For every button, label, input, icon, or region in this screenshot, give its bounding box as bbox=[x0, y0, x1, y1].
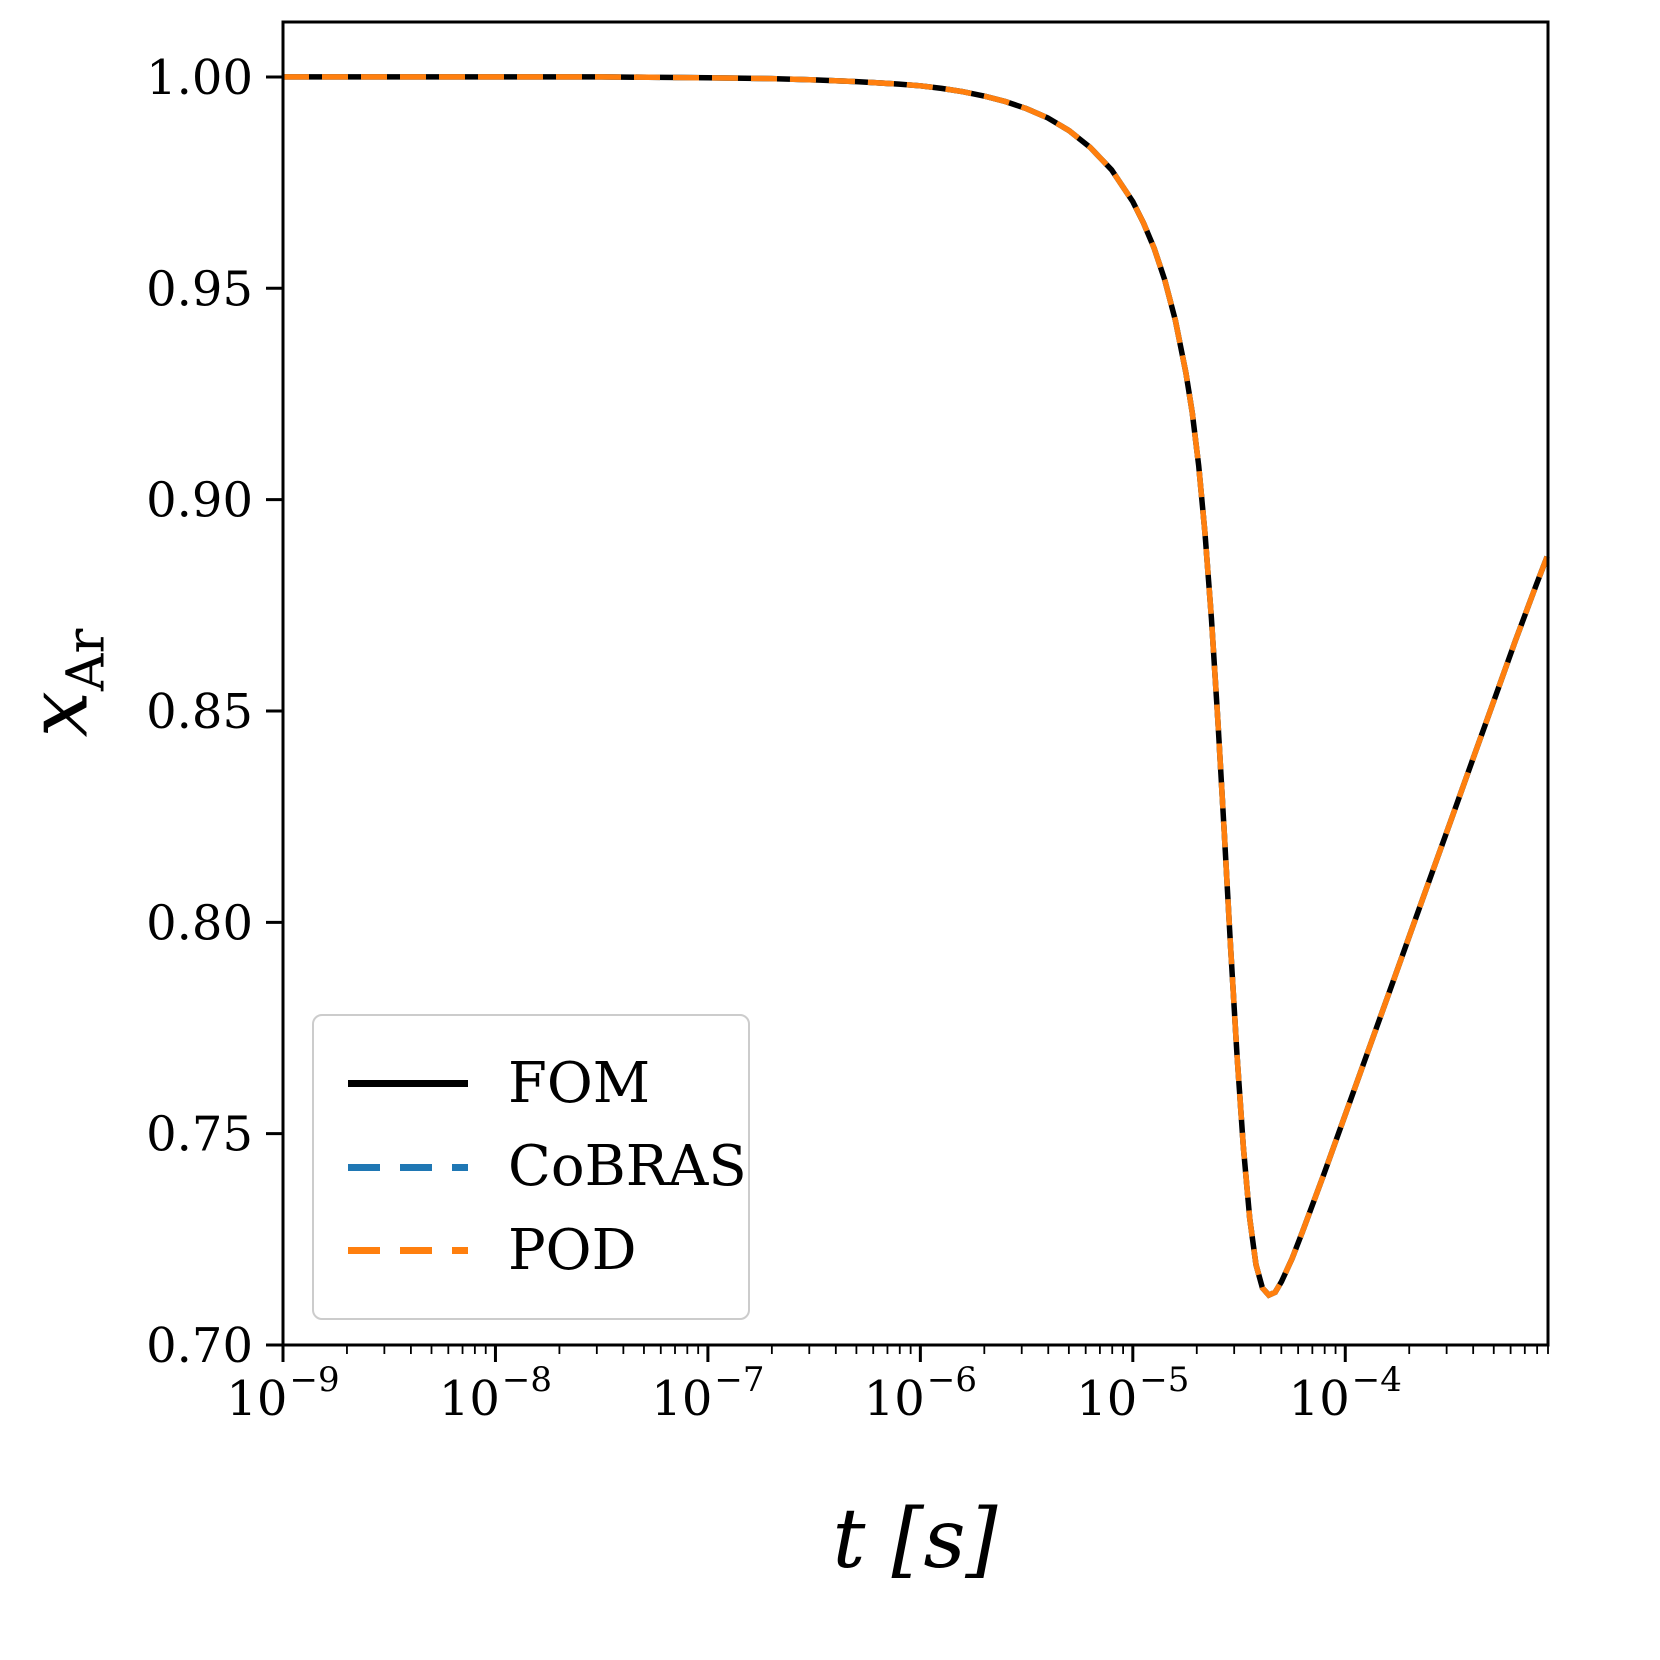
legend-label-fom: FOM bbox=[508, 1050, 651, 1116]
svg-text:10−7: 10−7 bbox=[651, 1360, 764, 1427]
svg-text:0.85: 0.85 bbox=[146, 684, 253, 740]
svg-text:10−6: 10−6 bbox=[864, 1360, 977, 1427]
svg-text:0.70: 0.70 bbox=[146, 1318, 253, 1374]
cobras-line-sample-icon bbox=[348, 1163, 468, 1171]
legend-entry-cobras: CoBRAS bbox=[348, 1139, 747, 1195]
legend-label-pod: POD bbox=[508, 1217, 637, 1283]
svg-text:0.95: 0.95 bbox=[146, 261, 253, 317]
legend-entry-fom: FOM bbox=[348, 1050, 714, 1116]
fom-line-sample-icon bbox=[348, 1080, 468, 1087]
pod-line-sample-icon bbox=[348, 1247, 468, 1254]
legend-label-cobras: CoBRAS bbox=[508, 1134, 747, 1199]
x-axis-label-text: t [s] bbox=[832, 1492, 998, 1587]
svg-text:10−5: 10−5 bbox=[1076, 1360, 1189, 1427]
svg-text:1.00: 1.00 bbox=[146, 50, 253, 106]
svg-text:0.75: 0.75 bbox=[146, 1107, 253, 1163]
svg-text:10−4: 10−4 bbox=[1289, 1360, 1402, 1427]
legend-entry-pod: POD bbox=[348, 1217, 714, 1283]
svg-text:10−8: 10−8 bbox=[439, 1360, 552, 1427]
x-axis-label: t [s] bbox=[832, 1492, 997, 1587]
y-axis-label: xAr bbox=[11, 629, 116, 738]
legend: FOM CoBRAS POD bbox=[312, 1014, 750, 1320]
svg-text:0.90: 0.90 bbox=[146, 473, 253, 529]
y-axis-label-var: x bbox=[11, 691, 107, 738]
y-axis-label-sub: Ar bbox=[56, 628, 117, 692]
svg-text:0.80: 0.80 bbox=[146, 895, 253, 951]
